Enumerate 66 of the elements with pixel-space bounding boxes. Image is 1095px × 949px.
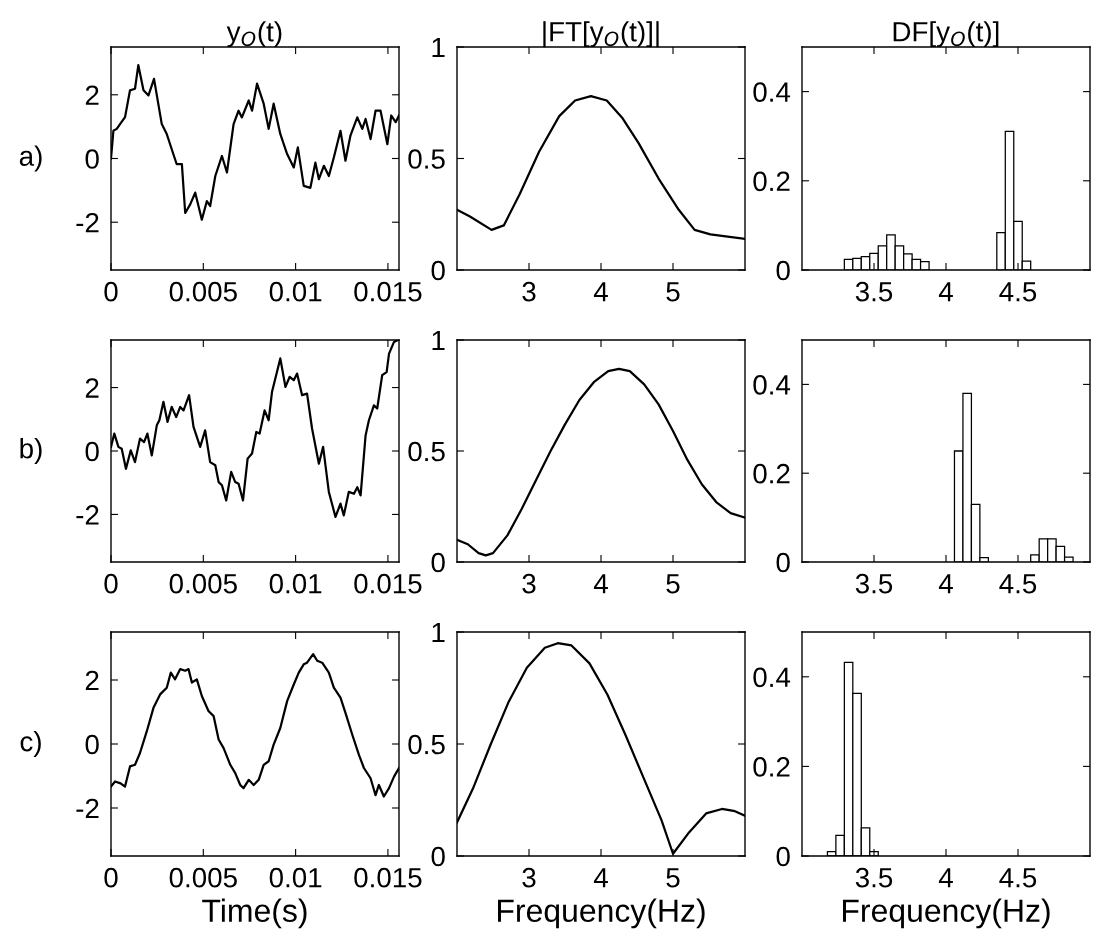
y-tick-label: 2	[85, 85, 99, 105]
x-tick-label: 0.005	[169, 281, 237, 302]
y-tick-label: 0.2	[753, 171, 790, 192]
y-tick-label: 0	[85, 734, 99, 755]
x-tick-label: 3.5	[855, 281, 893, 302]
y-tick-label: 0	[776, 846, 790, 867]
x-tick-label: 3	[522, 281, 536, 302]
text: c)	[20, 731, 41, 757]
x-tick-label: 0	[104, 281, 118, 302]
x-tick-label: 4.5	[999, 868, 1037, 888]
x-tick-label: 0.005	[169, 867, 237, 888]
x-tick-label: 0.01	[269, 573, 322, 594]
x-tick-label: 3.5	[855, 867, 893, 888]
x-tick-label: 0.01	[269, 281, 322, 302]
y-tick-label: -2	[76, 505, 99, 525]
y-tick-label: 0.2	[753, 757, 790, 777]
y-tick-label: 1	[432, 37, 445, 58]
y-tick-label: -2	[76, 212, 99, 233]
x-tick-label: 4	[593, 574, 608, 594]
chart-title: |FT[y$_{O}$(t)]|	[543, 21, 659, 48]
x-tick-label: 3	[522, 867, 536, 888]
y-tick-label: 0.5	[408, 149, 445, 169]
x-tick-label: 5	[666, 868, 680, 888]
x-tick-label: 3.5	[855, 573, 893, 594]
y-tick-label: 0	[431, 846, 445, 867]
x-axis-title: Frequency(Hz)	[843, 898, 1050, 929]
y-tick-label: 2	[85, 378, 99, 398]
x-tick-label: 4	[938, 282, 953, 302]
y-tick-label: -2	[76, 798, 99, 819]
x-tick-label: 4	[593, 868, 608, 888]
y-tick-label: 0	[431, 552, 445, 573]
y-tick-label: 0.4	[753, 667, 791, 688]
chart-title: DF[y$_{O}$(t)]	[893, 21, 999, 48]
x-tick-label: 4	[938, 574, 953, 594]
text: b)	[20, 438, 42, 464]
y-tick-label: 0.4	[753, 82, 791, 102]
x-tick-label: 0	[104, 573, 118, 594]
x-tick-label: 4	[938, 868, 953, 888]
x-tick-label: 0.015	[354, 573, 422, 594]
x-tick-label: 0.01	[269, 867, 322, 888]
y-tick-label: 0.4	[753, 375, 791, 395]
y-tick-label: 0	[431, 260, 445, 281]
x-tick-label: 0.015	[354, 867, 422, 888]
y-tick-label: 2	[85, 670, 99, 691]
x-tick-label: 4.5	[999, 282, 1037, 302]
x-tick-label: 4	[593, 282, 608, 302]
y-tick-label: 0.5	[408, 441, 445, 462]
x-tick-label: 0	[104, 867, 118, 888]
x-tick-label: 5	[666, 574, 680, 594]
x-tick-label: 5	[666, 282, 680, 302]
y-tick-label: 0.2	[753, 463, 790, 484]
text: a)	[19, 145, 42, 172]
y-tick-label: 0	[85, 441, 99, 462]
x-tick-label: 0.015	[354, 281, 422, 302]
y-tick-label: 1	[432, 330, 445, 351]
x-tick-label: 3	[522, 573, 536, 594]
x-axis-title: Frequency(Hz)	[498, 898, 705, 929]
y-tick-label: 0	[85, 149, 99, 169]
y-tick-label: 1	[432, 622, 445, 643]
x-tick-label: 0.005	[169, 573, 237, 594]
chart-title: y$_{O}$(t)	[226, 21, 282, 48]
y-tick-label: 0	[776, 260, 790, 281]
y-tick-label: 0	[776, 552, 790, 573]
y-tick-label: 0.5	[408, 734, 445, 755]
x-tick-label: 4.5	[999, 574, 1037, 594]
x-axis-title: Time(s)	[202, 898, 307, 929]
